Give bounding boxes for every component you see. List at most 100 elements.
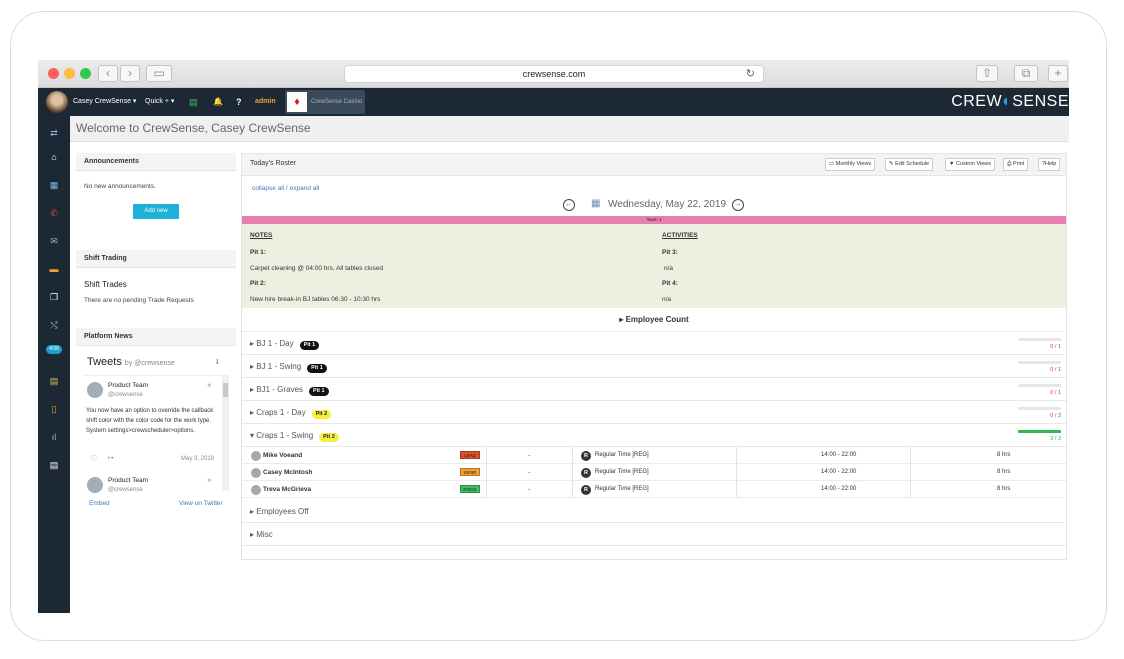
brand-mark-icon: ◐	[1002, 93, 1013, 110]
tweets-scrollbar[interactable]	[222, 375, 229, 491]
shift-label: ▸ Craps 1 - Day Pit 2	[250, 401, 332, 424]
view-on-twitter-link[interactable]: View on Twitter	[179, 500, 223, 507]
avatar[interactable]	[46, 91, 68, 113]
report-icon[interactable]: ▤	[49, 376, 59, 386]
activities-header: ACTIVITIES	[662, 232, 698, 239]
regular-time-badge: R	[581, 468, 591, 478]
share-icon[interactable]: ⇧	[976, 65, 998, 82]
expand-all-link[interactable]: expand all	[289, 185, 320, 192]
document-icon[interactable]: ▯	[51, 404, 57, 414]
employee-name[interactable]: Treva McGrieva	[263, 486, 312, 493]
zoom-window-button[interactable]	[80, 68, 91, 79]
activity-text: n/a	[664, 265, 674, 272]
employee-name[interactable]: Casey McIntosh	[263, 469, 313, 476]
custom-views-button[interactable]: ▼ Custom Views	[945, 158, 996, 171]
crewsense-logo: CREW◐SENSE	[951, 88, 1069, 116]
shift-trading-header: Shift Trading	[76, 250, 236, 268]
embed-link[interactable]: Embed	[89, 500, 110, 507]
calendar-icon[interactable]: ▦	[591, 198, 601, 209]
mail-icon[interactable]: ✉	[50, 236, 58, 246]
briefcase-icon[interactable]: ▬	[49, 264, 59, 274]
rank-badge: LEAD	[460, 451, 480, 459]
print-button[interactable]: ⎙ Print	[1003, 158, 1029, 171]
avatar	[251, 485, 261, 495]
edit-schedule-button[interactable]: ✎ Edit Schedule	[885, 158, 934, 171]
table-row[interactable]: Treva McGrieva ROOK - R Regular Time [RE…	[242, 481, 1066, 498]
previous-day-icon[interactable]: ←	[563, 199, 575, 211]
tweet-timeline[interactable]: Product Team @crewsense ✦ You now have a…	[84, 375, 229, 493]
pit-badge: Pit 2	[311, 410, 332, 419]
phone-icon[interactable]: ✆	[50, 208, 58, 218]
roster-title: Today's Roster	[250, 160, 297, 167]
quick-label: Quick +	[145, 98, 169, 105]
column-divider	[736, 481, 737, 498]
copy-icon[interactable]: ❐	[49, 292, 59, 302]
casino-switcher[interactable]: ♦ CrewSense Casino	[285, 90, 365, 114]
link-separator: /	[285, 185, 288, 192]
add-announcement-button[interactable]: Add new	[133, 204, 179, 219]
shuffle-icon[interactable]: ⤭	[50, 320, 58, 330]
column-divider	[910, 481, 911, 498]
tweets-handle-link[interactable]: by @crewsense	[124, 360, 175, 367]
page-title: Welcome to CrewSense, Casey CrewSense	[76, 121, 311, 135]
count-badge[interactable]: 4/38	[46, 345, 62, 354]
activity-pit: Pit 3:	[662, 249, 678, 256]
employee-count-toggle[interactable]: ▸ Employee Count	[242, 308, 1066, 332]
pit-badge: Pit 2	[319, 433, 339, 442]
scroll-thumb[interactable]	[223, 383, 228, 397]
back-icon[interactable]: ‹	[98, 65, 118, 82]
position-value: -	[528, 469, 531, 476]
forward-icon[interactable]: ›	[120, 65, 140, 82]
left-panels: Announcements No new announcements. Add …	[76, 153, 236, 613]
monthly-views-button[interactable]: ▭ Monthly Views	[825, 158, 876, 171]
misc-row[interactable]: ▸ Misc	[242, 523, 1066, 546]
column-divider	[486, 447, 487, 464]
tweet-avatar	[87, 382, 103, 398]
help-button[interactable]: ?Help	[1038, 158, 1061, 171]
tabs-icon[interactable]: ⧉	[1014, 65, 1038, 82]
table-row[interactable]: Mike Voeand LEAD - R Regular Time [REG] …	[242, 447, 1066, 464]
info-icon[interactable]: ℹ	[216, 359, 219, 366]
shift-row[interactable]: ▾ Craps 1 - Swing Pit 2 3 / 3	[242, 424, 1066, 447]
address-bar[interactable]: crewsense.com ↻	[344, 65, 764, 83]
swap-icon[interactable]: ⇄	[50, 128, 58, 138]
twitter-bird-icon: ✦	[206, 476, 213, 485]
pit-badge: Pit 1	[307, 364, 327, 373]
calendar-icon[interactable]: ▤	[189, 97, 198, 107]
close-window-button[interactable]	[48, 68, 59, 79]
column-divider	[572, 481, 573, 498]
quick-menu[interactable]: Quick + ▾	[145, 98, 175, 105]
stats-icon[interactable]: ıl	[51, 432, 57, 442]
staffing-count: 0 / 3	[1050, 413, 1061, 419]
tweets-heading: Tweets by @crewsense	[87, 356, 175, 368]
help-icon[interactable]: ?	[236, 97, 242, 107]
rank-badge: SENR	[460, 468, 480, 476]
admin-link[interactable]: admin	[255, 98, 276, 105]
table-row[interactable]: Casey McIntosh SENR - R Regular Time [RE…	[242, 464, 1066, 481]
note-pit: Pit 2:	[250, 280, 266, 287]
icon-sidebar: ⇄ ⌂ ▦ ✆ ✉ ▬ ❐ ⤭ 4/38 ▤ ▯ ıl ▤	[38, 116, 70, 613]
new-tab-icon[interactable]: +	[1048, 65, 1068, 82]
employees-off-row[interactable]: ▸ Employees Off	[242, 500, 1066, 523]
next-day-icon[interactable]: →	[732, 199, 744, 211]
shift-row[interactable]: ▸ BJ 1 - Swing Pit 1 0 / 1	[242, 355, 1066, 378]
column-divider	[910, 464, 911, 481]
bell-icon[interactable]: 🔔	[213, 97, 223, 106]
reload-icon[interactable]: ↻	[745, 68, 755, 80]
employee-name[interactable]: Mike Voeand	[263, 452, 303, 459]
shift-hours: 8 hrs	[997, 452, 1011, 458]
collapse-all-link[interactable]: collapse all	[252, 185, 285, 192]
schedule-icon[interactable]: ▦	[49, 180, 59, 190]
sidebar-toggle-icon[interactable]: ▭	[146, 65, 172, 82]
shift-row[interactable]: ▸ Craps 1 - Day Pit 2 0 / 3	[242, 401, 1066, 424]
shift-row[interactable]: ▸ BJ 1 - Day Pit 1 0 / 1	[242, 332, 1066, 355]
minimize-window-button[interactable]	[64, 68, 75, 79]
home-icon[interactable]: ⌂	[51, 152, 57, 162]
like-icon[interactable]: ♡	[90, 454, 98, 463]
shift-row[interactable]: ▸ BJ1 - Graves Pit 1 0 / 1	[242, 378, 1066, 401]
browser-window: ‹ › ▭ crewsense.com ↻ ⇧ ⧉ + Casey CrewSe…	[38, 60, 1069, 613]
user-menu[interactable]: Casey CrewSense ▾	[73, 98, 137, 105]
file-icon[interactable]: ▤	[49, 460, 59, 470]
share-tweet-icon[interactable]: ↦	[108, 455, 114, 462]
tweet-author: Product Team	[108, 382, 148, 389]
